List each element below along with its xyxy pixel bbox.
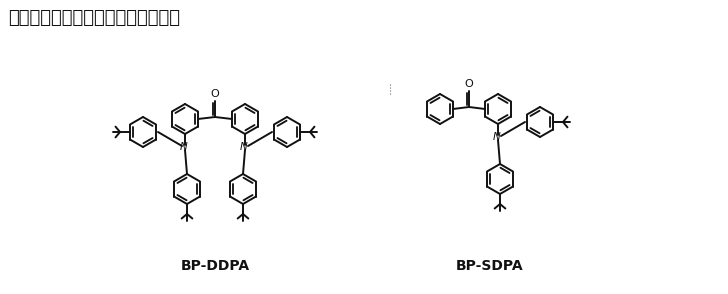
Text: O: O [210,89,219,99]
Text: 含二苯甲酮的蓝色荧光材料的结构式: 含二苯甲酮的蓝色荧光材料的结构式 [8,9,180,27]
Text: N: N [493,132,501,142]
Text: BP-DDPA: BP-DDPA [181,259,250,273]
Text: N: N [180,142,188,152]
Text: O: O [464,79,473,89]
Text: N: N [240,142,248,152]
Text: BP-SDPA: BP-SDPA [456,259,524,273]
